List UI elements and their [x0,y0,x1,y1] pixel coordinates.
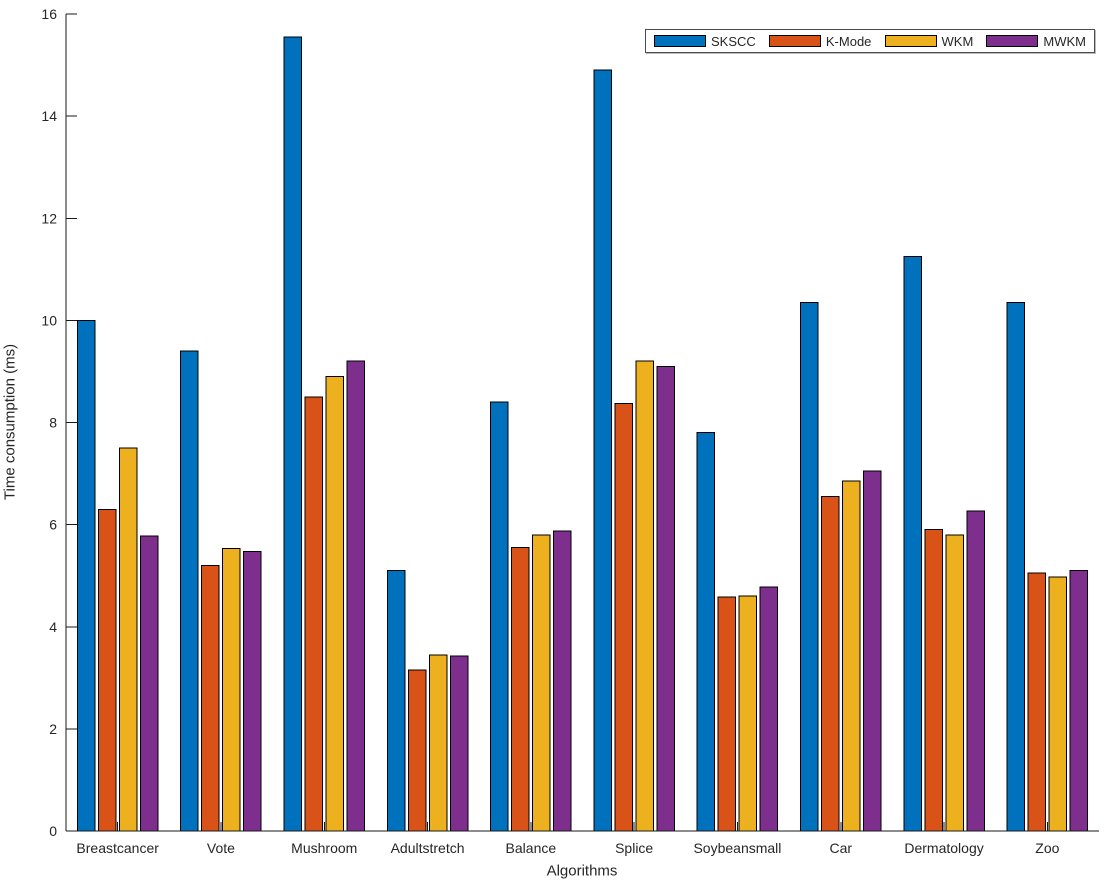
bar-wkm-adultstretch [428,654,448,832]
y-tick-label: 14 [41,108,57,124]
bar-skscc-soybeansmall [696,432,716,832]
bar-mwkm-adultstretch [449,655,469,832]
bar-wkm-zoo [1048,576,1068,832]
bar-mwkm-mushroom [346,360,365,832]
legend-label-skscc: SKSCC [711,33,756,49]
bar-k-mode-mushroom [304,396,323,832]
y-tick-label: 8 [49,415,57,431]
bar-skscc-car [800,302,819,832]
x-axis-label: Algorithms [546,862,618,880]
y-tick-label: 10 [41,312,57,328]
bar-mwkm-balance [553,530,572,832]
bar-k-mode-balance [511,547,530,832]
legend-item-skscc: SKSCC [654,34,756,49]
x-tick-label-splice: Splice [615,840,653,856]
x-tick-label-breastcancer: Breastcancer [76,840,159,856]
bar-k-mode-zoo [1027,572,1047,832]
bar-skscc-zoo [1006,302,1026,832]
y-tick-label: 6 [49,517,57,533]
legend-swatch-mwkm [986,35,1039,47]
x-tick-label-adultstretch: Adultstretch [391,840,465,856]
legend: SKSCC K-Mode WKM MWKM [645,29,1095,53]
legend-swatch-skscc [654,35,706,47]
bar-wkm-car [842,480,861,832]
x-tick-label-soybeansmall: Soybeansmall [693,840,781,856]
bar-wkm-balance [532,534,551,832]
bar-wkm-splice [635,360,654,832]
bar-skscc-adultstretch [386,570,406,832]
bar-skscc-dermatology [903,256,922,832]
bar-mwkm-soybeansmall [759,586,779,832]
legend-swatch-k-mode [768,35,821,47]
legend-swatch-wkm [884,35,937,47]
x-tick-label-zoo: Zoo [1035,840,1059,856]
legend-item-mwkm: MWKM [986,34,1086,49]
bar-mwkm-car [863,470,882,832]
bar-k-mode-breastcancer [97,508,117,832]
bar-mwkm-vote [243,551,262,832]
bar-k-mode-splice [614,403,633,832]
x-tick-label-dermatology: Dermatology [904,840,983,856]
x-tick-label-balance: Balance [506,840,557,856]
bar-wkm-dermatology [945,534,964,832]
bar-mwkm-dermatology [966,510,985,832]
bar-wkm-breastcancer [118,447,138,832]
legend-label-wkm: WKM [941,33,974,49]
bar-wkm-vote [222,548,241,832]
bar-k-mode-vote [201,564,220,832]
bar-mwkm-zoo [1069,570,1089,832]
y-tick-label: 16 [41,6,57,22]
bar-skscc-vote [180,350,199,832]
y-axis-label: Time consumption (ms) [1,343,19,501]
legend-item-wkm: WKM [884,33,974,49]
y-tick-label: 2 [49,721,57,737]
y-tick-label: 4 [49,619,57,635]
y-tick-label: 12 [41,210,57,226]
bar-k-mode-dermatology [924,529,943,832]
bar-k-mode-car [821,496,840,832]
x-tick-label-mushroom: Mushroom [291,840,357,856]
bar-skscc-breastcancer [76,319,96,832]
legend-label-mwkm: MWKM [1043,33,1086,49]
legend-item-k-mode: K-Mode [768,33,872,49]
x-tick-label-vote: Vote [207,840,235,856]
bar-skscc-balance [490,401,509,832]
bar-skscc-splice [593,69,612,832]
bar-wkm-mushroom [325,376,344,832]
bar-k-mode-adultstretch [407,669,427,832]
bar-mwkm-splice [656,365,675,832]
bar-wkm-soybeansmall [738,595,758,832]
y-tick-label: 0 [49,823,57,839]
legend-label-k-mode: K-Mode [825,33,872,49]
bar-k-mode-soybeansmall [717,596,737,832]
bar-mwkm-breastcancer [139,535,159,832]
x-tick-label-car: Car [829,840,852,856]
bar-skscc-mushroom [283,36,302,832]
